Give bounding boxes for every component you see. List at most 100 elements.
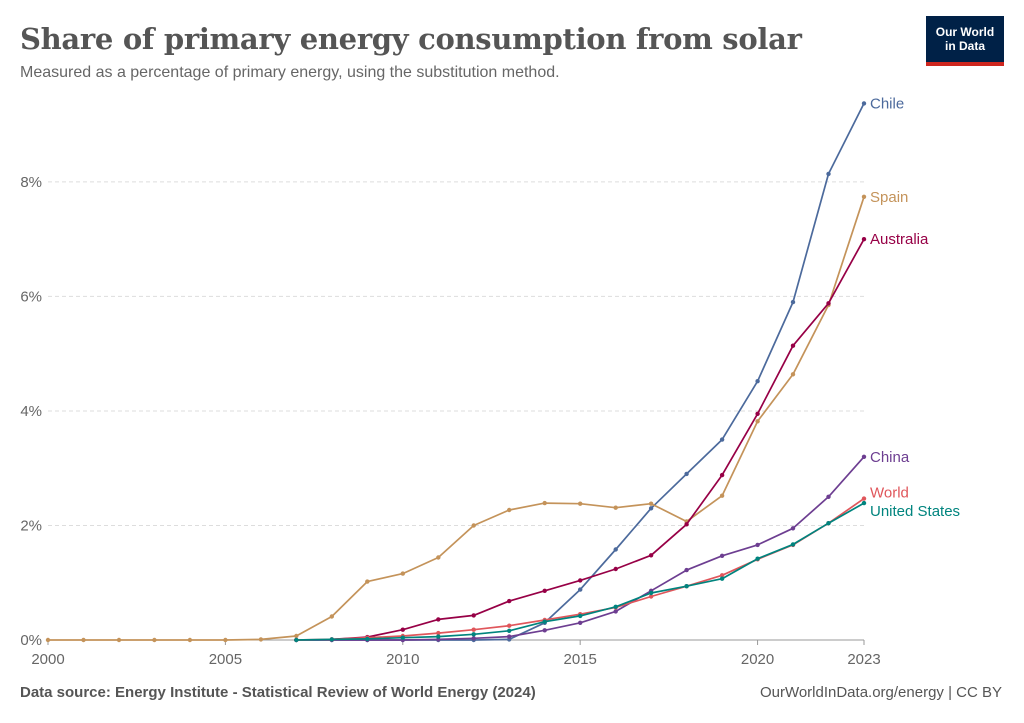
china-point[interactable]	[719, 553, 725, 558]
australia-point[interactable]	[507, 598, 512, 604]
spain-point[interactable]	[294, 633, 299, 639]
china-point[interactable]	[684, 567, 689, 573]
owid-logo[interactable]: Our World in Data	[926, 16, 1004, 66]
united-states-point[interactable]	[365, 636, 370, 642]
series-label-china[interactable]: China	[870, 449, 910, 466]
chile-point[interactable]	[684, 471, 689, 477]
chile-point[interactable]	[613, 547, 618, 552]
spain-line[interactable]	[48, 196, 865, 641]
data-source-link[interactable]: Energy Institute - Statistical Review of…	[115, 684, 536, 701]
spain-point[interactable]	[578, 501, 583, 506]
spain-point[interactable]	[365, 579, 370, 584]
series-label-world[interactable]: World	[870, 485, 909, 502]
australia-point[interactable]	[400, 627, 405, 632]
chile-point[interactable]	[790, 299, 796, 305]
china-point[interactable]	[507, 634, 512, 639]
china-point[interactable]	[826, 494, 831, 499]
series-label-chile[interactable]: Chile	[870, 95, 904, 112]
australia-point[interactable]	[436, 617, 441, 622]
australia-point[interactable]	[648, 553, 654, 558]
united-states-point[interactable]	[719, 576, 725, 581]
united-states-point[interactable]	[684, 584, 689, 589]
spain-point[interactable]	[436, 555, 441, 560]
y-tick-label: 0%	[20, 632, 42, 649]
world-point[interactable]	[861, 496, 867, 501]
series-label-australia[interactable]: Australia	[870, 231, 929, 248]
chile-point[interactable]	[861, 101, 867, 106]
united-states-point[interactable]	[507, 628, 512, 633]
spain-point[interactable]	[258, 637, 264, 642]
united-states-point[interactable]	[471, 632, 476, 637]
australia-line[interactable]	[331, 238, 865, 641]
united-states-point[interactable]	[613, 604, 618, 609]
chile-point[interactable]	[648, 506, 654, 511]
chile-point[interactable]	[826, 171, 831, 177]
australia-point[interactable]	[826, 301, 831, 306]
australia-point[interactable]	[471, 613, 476, 618]
series-australia[interactable]	[329, 237, 867, 642]
spain-point[interactable]	[790, 372, 796, 377]
spain-point[interactable]	[613, 505, 618, 510]
china-point[interactable]	[755, 542, 760, 548]
spain-point[interactable]	[755, 419, 760, 424]
series-label-united-states[interactable]: United States	[870, 503, 960, 520]
united-states-point[interactable]	[542, 619, 547, 624]
china-point[interactable]	[542, 628, 547, 633]
world-point[interactable]	[471, 627, 476, 632]
united-states-point[interactable]	[755, 556, 760, 561]
chile-point[interactable]	[755, 379, 760, 384]
australia-point[interactable]	[542, 588, 547, 593]
series-spain[interactable]	[45, 194, 867, 643]
credit-link[interactable]: OurWorldInData.org/energy | CC BY	[759, 684, 1002, 701]
united-states-point[interactable]	[400, 635, 405, 640]
united-states-point[interactable]	[294, 637, 299, 643]
united-states-point[interactable]	[578, 613, 583, 619]
australia-point[interactable]	[719, 472, 725, 478]
world-point[interactable]	[648, 594, 654, 599]
spain-point[interactable]	[329, 614, 334, 619]
united-states-point[interactable]	[861, 500, 867, 506]
chile-point[interactable]	[578, 587, 583, 592]
china-point[interactable]	[861, 454, 867, 459]
united-states-point[interactable]	[826, 521, 831, 526]
chile-point[interactable]	[719, 437, 725, 442]
spain-point[interactable]	[400, 571, 405, 576]
china-point[interactable]	[471, 636, 476, 641]
china-point[interactable]	[613, 609, 618, 614]
world-point[interactable]	[719, 573, 725, 578]
united-states-point[interactable]	[436, 634, 441, 639]
series-label-spain[interactable]: Spain	[870, 189, 908, 206]
series-world[interactable]	[294, 496, 867, 643]
spain-point[interactable]	[152, 637, 157, 643]
united-states-point[interactable]	[790, 542, 796, 547]
australia-point[interactable]	[790, 343, 796, 348]
australia-point[interactable]	[861, 237, 867, 242]
australia-point[interactable]	[684, 522, 689, 527]
spain-point[interactable]	[187, 637, 193, 643]
spain-point[interactable]	[719, 493, 725, 498]
united-states-point[interactable]	[329, 637, 334, 642]
spain-point[interactable]	[542, 500, 547, 506]
china-point[interactable]	[578, 620, 583, 625]
spain-point[interactable]	[45, 637, 51, 643]
australia-point[interactable]	[578, 578, 583, 583]
x-tick-label: 2005	[209, 651, 242, 668]
spain-point[interactable]	[648, 501, 654, 506]
australia-point[interactable]	[613, 566, 618, 572]
spain-point[interactable]	[471, 523, 476, 528]
logo-line-2: in Data	[944, 39, 985, 53]
australia-point[interactable]	[755, 411, 760, 416]
world-line[interactable]	[296, 497, 865, 641]
world-point[interactable]	[436, 630, 441, 636]
spain-point[interactable]	[507, 507, 512, 513]
spain-point[interactable]	[223, 637, 228, 643]
china-point[interactable]	[790, 526, 796, 531]
united-states-point[interactable]	[648, 590, 654, 596]
spain-point[interactable]	[81, 637, 86, 643]
series-united-states[interactable]	[294, 500, 867, 643]
united-states-line[interactable]	[296, 502, 865, 641]
world-point[interactable]	[507, 623, 512, 628]
spain-point[interactable]	[116, 637, 122, 643]
x-tick-label: 2020	[741, 651, 774, 668]
spain-point[interactable]	[861, 194, 867, 199]
